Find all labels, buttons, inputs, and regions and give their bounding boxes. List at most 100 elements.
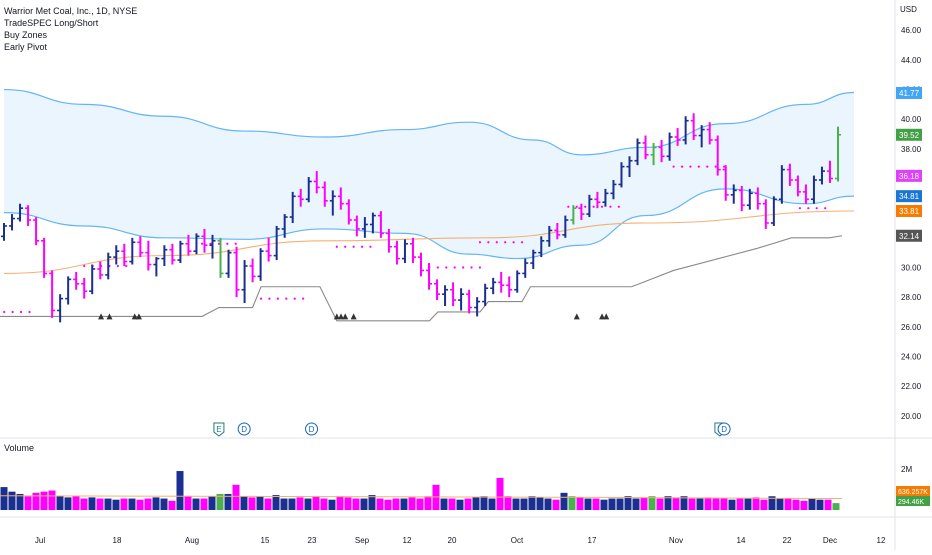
- volume-bar: [480, 496, 488, 510]
- dividend-marker[interactable]: D: [237, 422, 251, 436]
- ohlc-bar: [185, 234, 192, 256]
- dividend-shape: [237, 422, 251, 436]
- indicator-tradespec[interactable]: TradeSPEC Long/Short: [4, 18, 99, 28]
- ohlc-bar: [41, 237, 48, 278]
- buy-zone-dot: [714, 165, 717, 168]
- volume-bar: [96, 498, 104, 510]
- volume-bar: [720, 498, 728, 510]
- ohlc-bar: [698, 125, 705, 148]
- price-tick-label: 40.00: [901, 115, 922, 124]
- ohlc-bar: [650, 142, 657, 166]
- price-tag-bg: [896, 86, 922, 99]
- ohlc-bar: [217, 237, 224, 278]
- ohlc-bar: [337, 187, 344, 210]
- event-letter: D: [721, 425, 727, 434]
- ohlc-bar: [450, 282, 457, 307]
- ohlc-bar: [514, 270, 521, 293]
- volume-bar: [520, 498, 528, 510]
- volume-bar: [536, 497, 544, 510]
- buy-zone-dot: [487, 241, 490, 244]
- ohlc-bar: [1, 223, 7, 241]
- ohlc-bar: [265, 237, 272, 262]
- volume-bar: [768, 496, 776, 510]
- early-pivot-triangle: [338, 313, 345, 320]
- volume-bar: [152, 497, 160, 510]
- ohlc-bar: [241, 260, 248, 304]
- volume-bar: [648, 496, 656, 510]
- buy-zone-dot: [520, 241, 524, 244]
- volume-bar: [784, 498, 792, 510]
- price-tag-bg: [896, 204, 922, 217]
- volume-bar: [760, 499, 768, 510]
- early-pivot-triangle: [599, 313, 606, 320]
- price-tag-bg: [896, 229, 922, 242]
- buy-zone-dot: [234, 242, 237, 245]
- volume-bar: [496, 477, 504, 510]
- ohlc-bar: [169, 243, 176, 265]
- volume-bar: [88, 497, 96, 510]
- time-tick-label: Nov: [669, 536, 683, 545]
- ohlc-bar: [786, 163, 793, 186]
- volume-bar: [448, 498, 456, 510]
- ohlc-bar: [297, 188, 304, 207]
- volume-bar: [368, 495, 376, 510]
- ohlc-bar: [249, 258, 256, 283]
- volume-bar: [72, 496, 80, 510]
- ohlc-bar: [618, 162, 625, 188]
- volume-bar: [800, 500, 808, 510]
- early-pivot-triangle: [106, 313, 113, 320]
- volume-bar: [568, 496, 576, 510]
- price-tag-label: 41.77: [899, 89, 920, 98]
- volume-bar: [232, 484, 240, 510]
- ohlc-bar: [490, 277, 497, 295]
- indicator-early-pivot[interactable]: Early Pivot: [4, 42, 48, 52]
- legend: Warrior Met Coal, Inc., 1D, NYSE TradeSP…: [4, 5, 137, 53]
- ohlc-bar: [385, 228, 392, 253]
- ohlc-bar: [442, 285, 449, 307]
- buy-zone-dot: [293, 297, 296, 300]
- time-tick-label: 15: [261, 536, 270, 545]
- volume-bar: [584, 498, 592, 510]
- volume-tag: 636.257K: [896, 486, 930, 496]
- volume-bar: [8, 491, 16, 510]
- ohlc-bar: [201, 228, 208, 253]
- buy-zone-dot: [352, 245, 355, 248]
- ohlc-bar: [57, 294, 64, 323]
- volume-bar: [704, 497, 712, 510]
- volume-bar: [824, 499, 832, 510]
- earnings-marker[interactable]: E: [213, 422, 225, 437]
- ohlc-bar: [706, 122, 713, 145]
- price-tick-label: 24.00: [901, 352, 922, 361]
- buy-zone-dot: [276, 297, 279, 300]
- volume-bar: [688, 498, 696, 510]
- volume-bar: [528, 496, 536, 510]
- buy-zone-dot: [600, 205, 604, 208]
- buy-zone-dot: [360, 245, 364, 248]
- volume-bar: [16, 493, 24, 510]
- volume-bar: [112, 499, 120, 510]
- ohlc-bar: [586, 194, 593, 218]
- ohlc-bar: [377, 211, 384, 238]
- indicator-buy-zones[interactable]: Buy Zones: [4, 30, 48, 40]
- buy-zone-dot: [259, 297, 263, 300]
- dividend-marker[interactable]: D: [717, 422, 731, 436]
- early-pivot-triangle: [135, 313, 142, 320]
- ohlc-bar: [73, 271, 80, 290]
- ohlc-bar: [409, 237, 416, 264]
- volume-bar: [200, 498, 208, 510]
- volume-bar: [176, 471, 184, 510]
- volume-bar: [352, 498, 360, 510]
- ohlc-bar: [369, 212, 376, 234]
- volume-bar: [208, 496, 216, 510]
- ohlc-bar: [738, 185, 745, 212]
- ohlc-bar: [89, 264, 96, 295]
- volume-bar: [616, 498, 624, 510]
- buy-zone-dot: [285, 297, 288, 300]
- volume-bar: [120, 498, 128, 510]
- buy-zone-dot: [592, 205, 595, 208]
- volume-bar: [48, 490, 56, 510]
- ohlc-bar: [137, 236, 144, 258]
- volume-bar: [632, 498, 640, 510]
- dividend-marker[interactable]: D: [305, 422, 319, 436]
- ohlc-bar: [594, 191, 601, 209]
